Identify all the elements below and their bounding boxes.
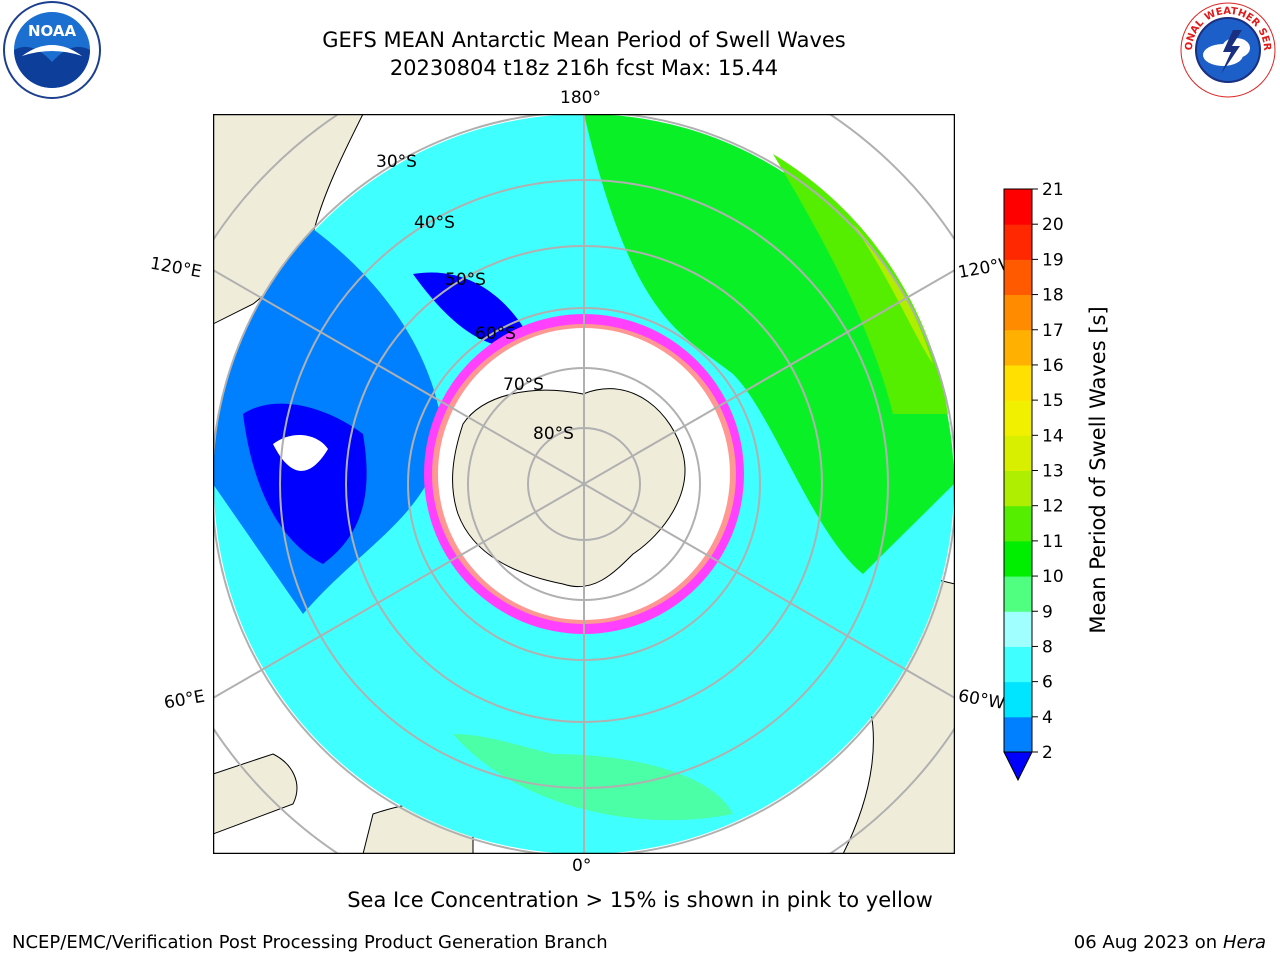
colorbar-swatch bbox=[1004, 294, 1032, 331]
colorbar: 2 4 6 8 9 10 11 12 13 14 15 16 17 18 19 20 21 bbox=[1003, 180, 1064, 782]
colorbar-swatch bbox=[1004, 259, 1032, 296]
colorbar-tick-label: 10 bbox=[1042, 567, 1064, 587]
colorbar-frame bbox=[1003, 188, 1033, 753]
colorbar-tick-label: 2 bbox=[1042, 743, 1053, 763]
colorbar-tick-label: 18 bbox=[1042, 286, 1064, 306]
noaa-logo: NOAA bbox=[3, 1, 101, 99]
colorbar-swatch bbox=[1004, 681, 1032, 718]
date-line: 06 Aug 2023 on Hera bbox=[1074, 932, 1266, 953]
nws-logo: NATIONAL WEATHER SERVICE bbox=[1178, 0, 1276, 98]
colorbar-swatch bbox=[1004, 646, 1032, 683]
colorbar-tick-label: 11 bbox=[1042, 532, 1064, 552]
colorbar-tick-label: 14 bbox=[1042, 426, 1064, 446]
colorbar-tick-label: 13 bbox=[1042, 462, 1064, 482]
lat-label-70s: 70°S bbox=[503, 375, 544, 395]
colorbar-tick-label: 17 bbox=[1042, 321, 1064, 341]
lon-label-120e: 120°E bbox=[148, 253, 204, 283]
colorbar-tick-label: 16 bbox=[1042, 356, 1064, 376]
chart-subtitle: 20230804 t18z 216h fcst Max: 15.44 bbox=[389, 56, 779, 80]
colorbar-swatch bbox=[1004, 400, 1032, 436]
colorbar-swatch bbox=[1004, 505, 1032, 542]
lon-label-60e: 60°E bbox=[162, 686, 207, 714]
colorbar-swatch bbox=[1004, 435, 1032, 471]
colorbar-tick-label: 4 bbox=[1042, 708, 1053, 728]
colorbar-tick-label: 15 bbox=[1042, 391, 1064, 411]
colorbar-swatch bbox=[1004, 189, 1032, 225]
lon-label-0: 0° bbox=[572, 856, 592, 876]
colorbar-swatch bbox=[1004, 540, 1032, 577]
colorbar-tick-label: 6 bbox=[1042, 673, 1053, 693]
lat-label-50s: 50°S bbox=[445, 270, 486, 290]
colorbar-label: Mean Period of Swell Waves [s] bbox=[1086, 306, 1110, 634]
lat-label-80s: 80°S bbox=[533, 424, 574, 444]
africa-land bbox=[213, 753, 298, 835]
colorbar-tick-label: 9 bbox=[1042, 602, 1053, 622]
colorbar-tick-label: 21 bbox=[1042, 180, 1064, 200]
chart-title: GEFS MEAN Antarctic Mean Period of Swell… bbox=[322, 28, 846, 52]
colorbar-swatch bbox=[1004, 611, 1032, 647]
lat-label-40s: 40°S bbox=[414, 213, 455, 233]
lat-label-60s: 60°S bbox=[475, 324, 516, 344]
lon-label-180: 180° bbox=[560, 88, 601, 108]
caption: Sea Ice Concentration > 15% is shown in … bbox=[347, 888, 933, 912]
svg-text:NOAA: NOAA bbox=[28, 22, 77, 40]
lat-label-30s: 30°S bbox=[376, 152, 417, 172]
colorbar-extend-min bbox=[1003, 751, 1033, 782]
colorbar-swatch bbox=[1004, 716, 1032, 753]
credit-line: NCEP/EMC/Verification Post Processing Pr… bbox=[12, 932, 608, 953]
colorbar-tick-label: 12 bbox=[1042, 497, 1064, 517]
colorbar-swatch bbox=[1004, 329, 1032, 366]
polar-map bbox=[213, 114, 955, 854]
colorbar-swatch bbox=[1004, 576, 1032, 612]
colorbar-tick-label: 20 bbox=[1042, 215, 1064, 235]
machine-name: Hera bbox=[1222, 932, 1266, 953]
colorbar-swatch bbox=[1004, 224, 1032, 260]
colorbar-swatch bbox=[1004, 364, 1032, 401]
colorbar-tick-label: 19 bbox=[1042, 250, 1064, 270]
antarctica-land bbox=[452, 388, 686, 588]
colorbar-swatch bbox=[1004, 470, 1032, 507]
date-text: 06 Aug 2023 on bbox=[1073, 932, 1218, 953]
colorbar-tick-label: 8 bbox=[1042, 637, 1053, 657]
